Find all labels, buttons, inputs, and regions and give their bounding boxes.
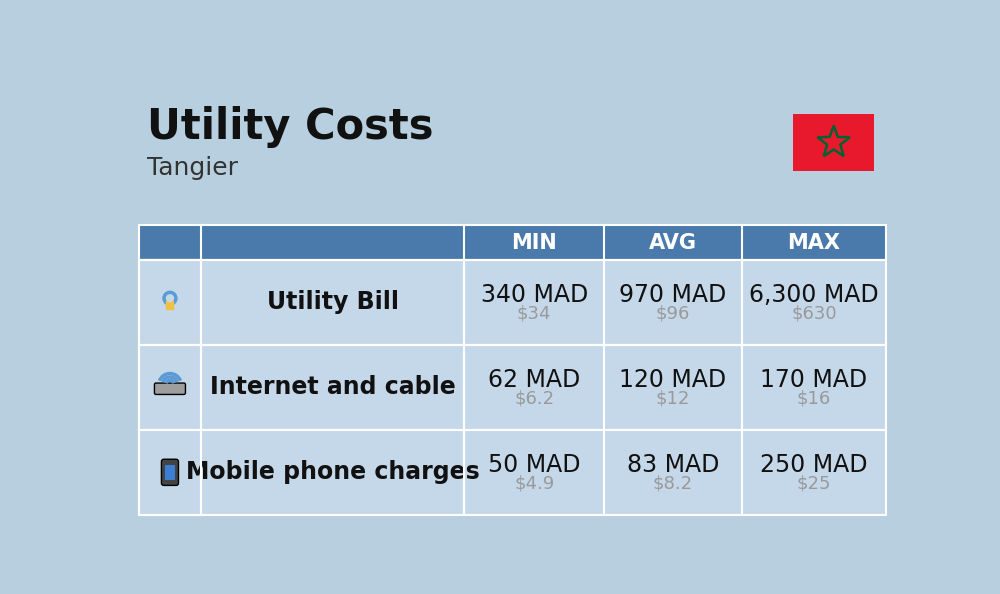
Bar xyxy=(139,225,886,260)
Text: 83 MAD: 83 MAD xyxy=(627,453,719,476)
Bar xyxy=(165,465,175,480)
Text: $8.2: $8.2 xyxy=(653,474,693,492)
Text: 970 MAD: 970 MAD xyxy=(619,283,727,307)
Text: $6.2: $6.2 xyxy=(514,389,554,407)
Text: MIN: MIN xyxy=(511,233,557,252)
FancyBboxPatch shape xyxy=(154,383,185,394)
Text: 62 MAD: 62 MAD xyxy=(488,368,580,391)
Text: Utility Costs: Utility Costs xyxy=(147,106,433,148)
Circle shape xyxy=(163,291,177,305)
Text: 170 MAD: 170 MAD xyxy=(760,368,868,391)
Text: 50 MAD: 50 MAD xyxy=(488,453,580,476)
Text: 120 MAD: 120 MAD xyxy=(619,368,726,391)
Text: $12: $12 xyxy=(656,389,690,407)
Text: Tangier: Tangier xyxy=(147,156,238,180)
Text: Utility Bill: Utility Bill xyxy=(267,290,399,314)
Bar xyxy=(166,301,173,309)
Text: $34: $34 xyxy=(517,304,551,322)
Text: $4.9: $4.9 xyxy=(514,474,554,492)
Text: MAX: MAX xyxy=(787,233,840,252)
Text: Mobile phone charges: Mobile phone charges xyxy=(186,460,480,484)
FancyBboxPatch shape xyxy=(161,459,178,485)
Bar xyxy=(139,430,886,515)
Text: $16: $16 xyxy=(797,389,831,407)
Bar xyxy=(139,260,886,345)
Text: 6,300 MAD: 6,300 MAD xyxy=(749,283,879,307)
Text: AVG: AVG xyxy=(649,233,697,252)
Bar xyxy=(139,260,201,345)
Bar xyxy=(139,345,886,430)
Text: $96: $96 xyxy=(656,304,690,322)
Circle shape xyxy=(166,295,173,302)
Bar xyxy=(793,113,874,172)
Text: Internet and cable: Internet and cable xyxy=(210,375,456,399)
Bar xyxy=(139,345,201,430)
Text: 340 MAD: 340 MAD xyxy=(481,283,588,307)
Text: $25: $25 xyxy=(797,474,831,492)
Bar xyxy=(139,430,201,515)
Text: $630: $630 xyxy=(791,304,837,322)
Text: 250 MAD: 250 MAD xyxy=(760,453,868,476)
